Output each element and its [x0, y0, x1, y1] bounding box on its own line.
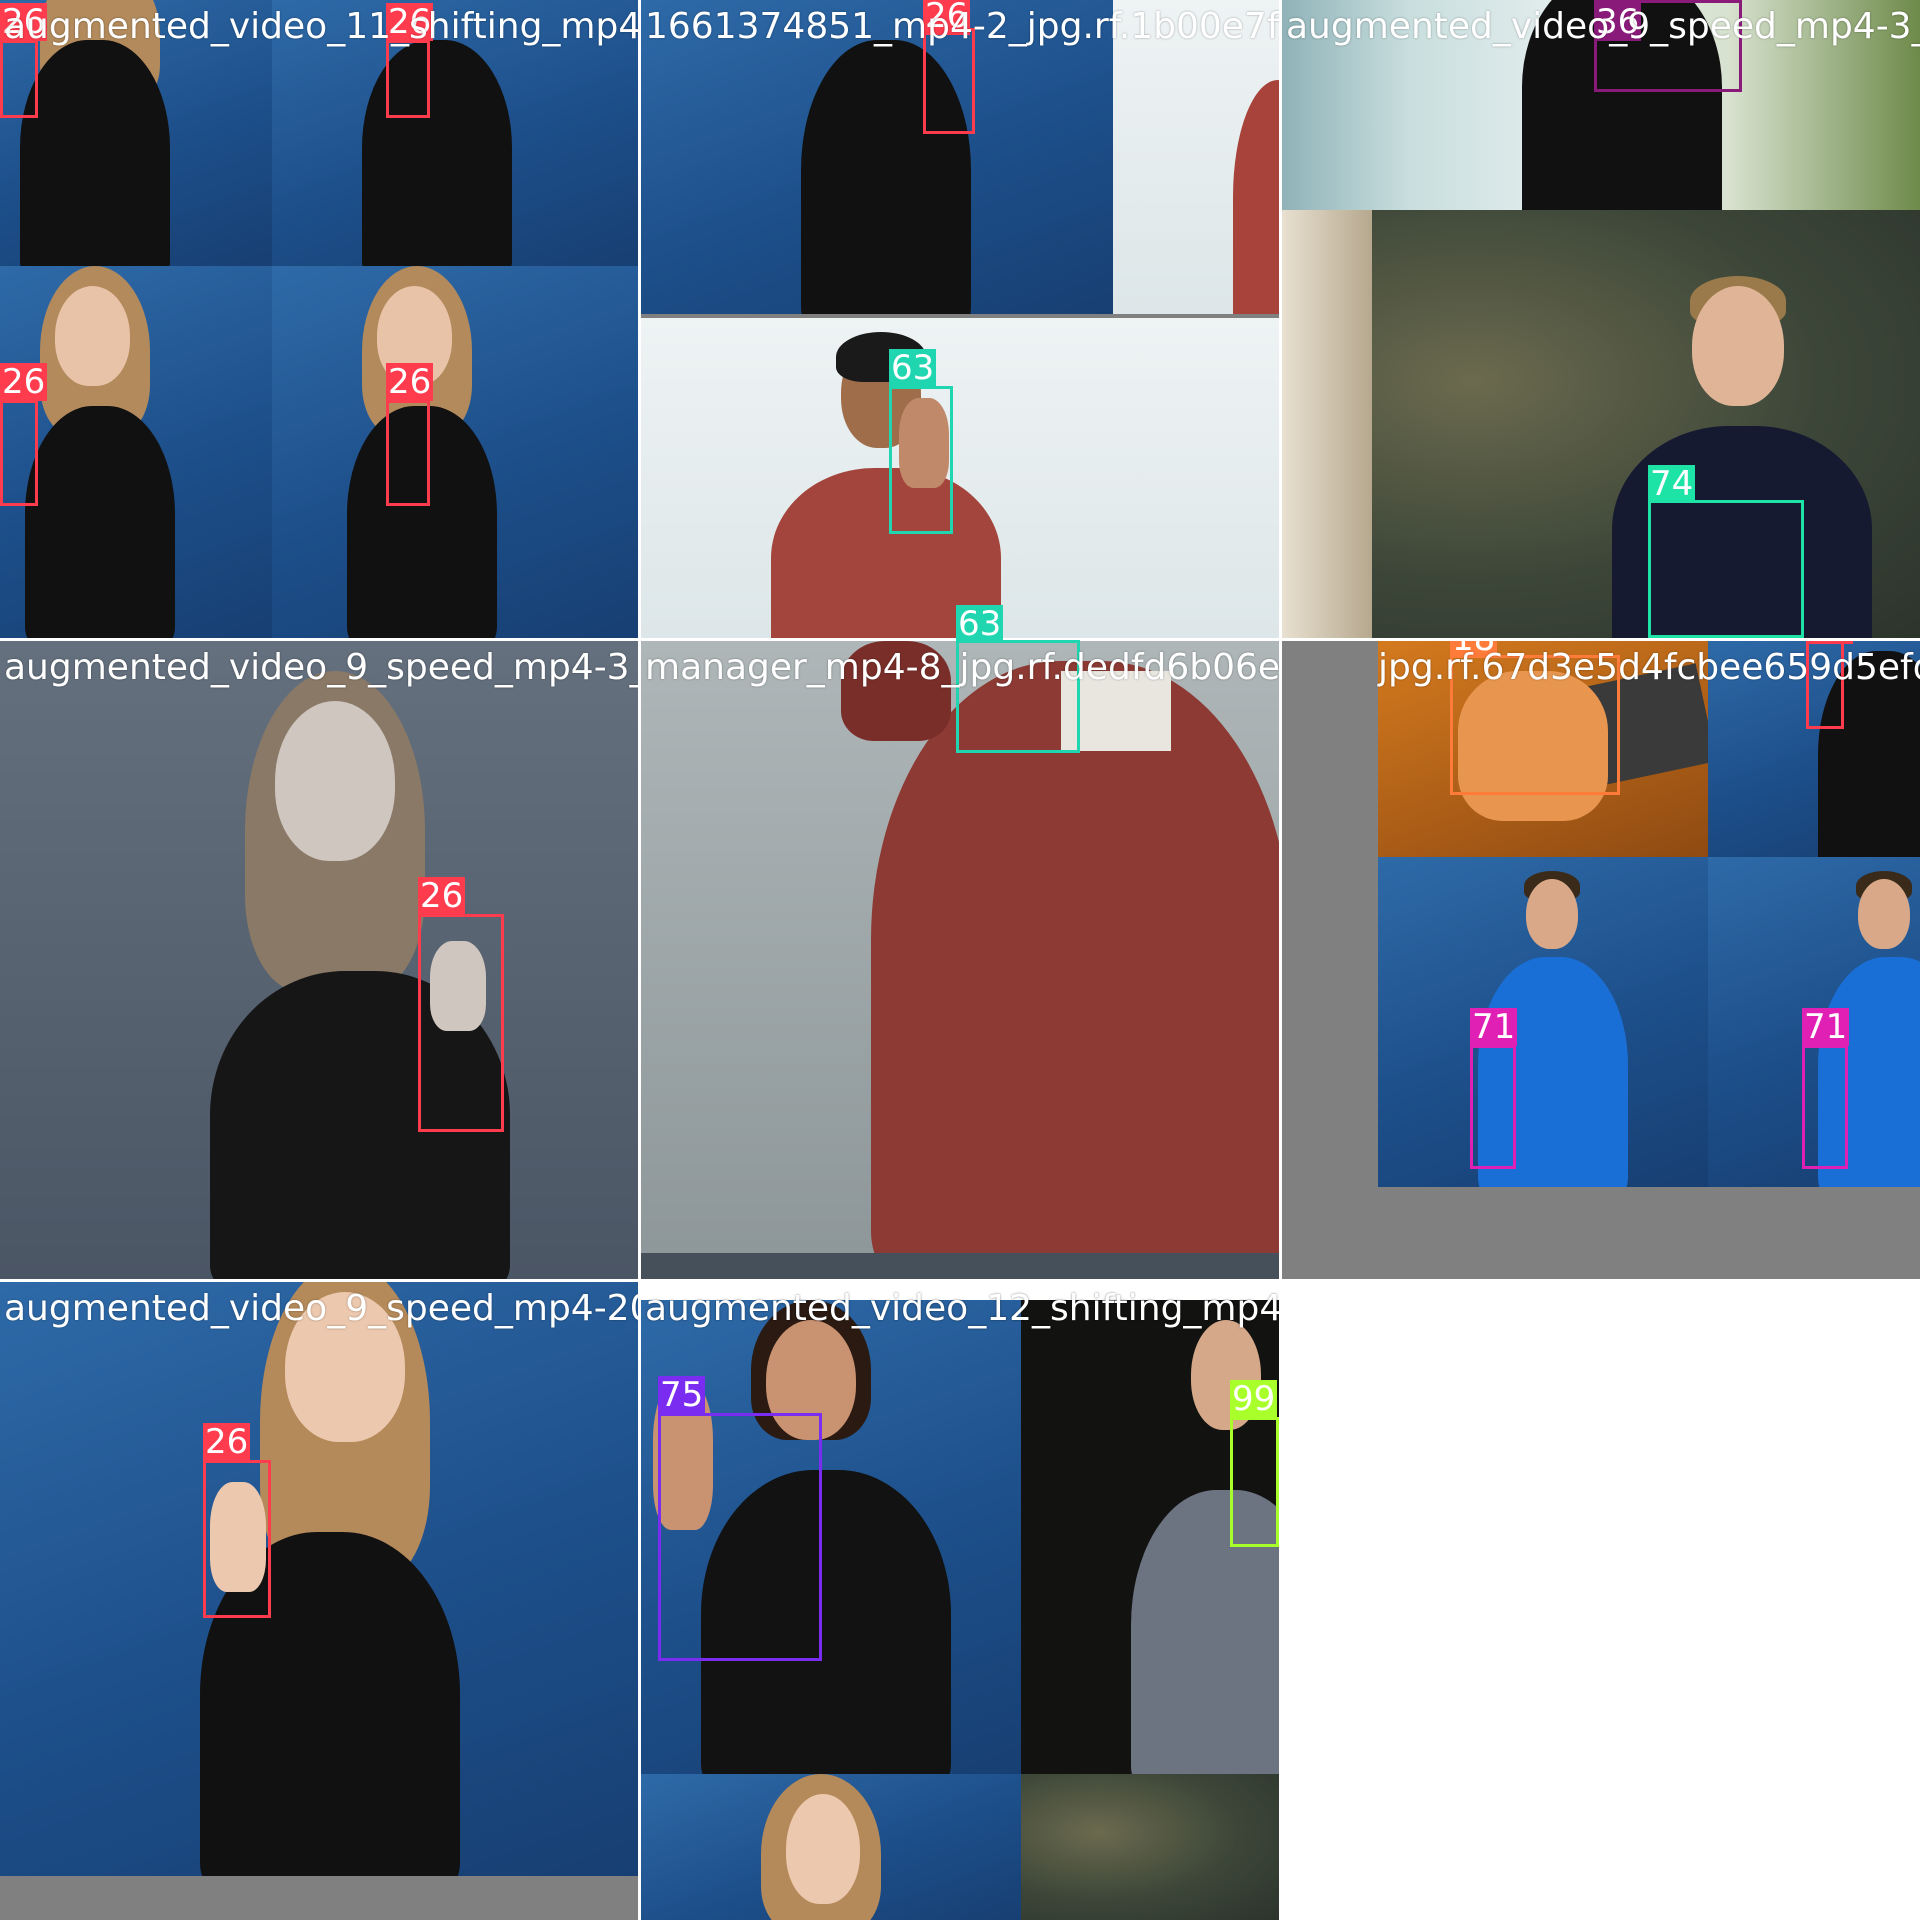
frame-bottom-left [641, 1774, 1021, 1920]
detection-label: 99 [1230, 1379, 1278, 1419]
detection-label: 18 [1450, 641, 1498, 658]
detection-label: 26 [0, 362, 48, 402]
detection-box: 99 [1230, 1380, 1279, 1547]
frame-top-left [1378, 641, 1708, 857]
detection-label: 26 [1806, 641, 1854, 644]
detection-box: 26 [0, 3, 48, 118]
detection-box: 26 [386, 363, 434, 506]
detection-label: 74 [1648, 464, 1696, 504]
detection-label: 26 [0, 2, 48, 42]
frame-bottom-right [1021, 1774, 1279, 1920]
frame-top-left [0, 0, 272, 266]
tile-filename: augmented_video_9_speed_mp4-3_ [1286, 6, 1920, 47]
detection-box: 26 [1806, 641, 1854, 729]
detection-label: 26 [386, 362, 434, 402]
mosaic-tile-6: 18 26 71 71 jpg.rf.67d3e5d4fcbee659d5efd… [1282, 641, 1920, 1279]
detection-label: 26 [923, 0, 971, 35]
frame-bottom-right [1708, 857, 1920, 1187]
detection-box: 36 [1594, 0, 1742, 92]
detection-label: 75 [658, 1375, 706, 1415]
tile-filename: 1661374851_mp4-2_jpg.rf.1b00e7ff78a3fe1- [645, 6, 1279, 47]
frame-bottom-right [272, 266, 638, 638]
mosaic-tile-1: 26 26 26 26 augmented_video_11_shifting_… [0, 0, 638, 638]
detection-label: 26 [203, 1422, 251, 1462]
detection-label: 71 [1802, 1007, 1850, 1047]
frame-top-right [1708, 641, 1920, 857]
mosaic-tile-4: 26 augmented_video_9_speed_mp4-3_jpg.rf.… [0, 641, 638, 1279]
detection-label: 63 [889, 348, 937, 388]
mosaic-tile-5: manager_mp4-8_jpg.rf.dedfd6b06ef04a251f8 [641, 641, 1279, 1279]
frame-top-right [272, 0, 638, 266]
frame-top-right [1113, 0, 1279, 314]
mosaic-tile-7: 26 augmented_video_9_speed_mp4-20_jpg.rf… [0, 1282, 638, 1920]
detection-box: 26 [923, 0, 975, 134]
tile-filename: augmented_video_12_shifting_mp4-2_jpg.rf [645, 1288, 1279, 1329]
tile-filename: augmented_video_9_speed_mp4-3_jpg.rf.877 [4, 647, 638, 688]
tile-filename: augmented_video_9_speed_mp4-20_jpg.rf.17 [4, 1288, 638, 1329]
frame-top [641, 0, 1113, 314]
detection-label: 26 [418, 876, 466, 916]
detection-box: 18 [1450, 641, 1620, 795]
frame-main [0, 1282, 638, 1876]
frame-top-right [1021, 1300, 1279, 1774]
grid-separator [1279, 0, 1282, 1282]
mosaic-tile-2: 26 63 1661374851_mp4-2_jpg.rf.1b00e7ff78… [641, 0, 1279, 638]
mosaic-tile-8: 75 99 augmented_video_12_shifting_mp4-2_… [641, 1282, 1279, 1920]
frame-top-left [641, 1300, 1021, 1774]
detection-label: 71 [1470, 1007, 1518, 1047]
detection-box: 26 [203, 1423, 271, 1618]
grid-separator [638, 0, 641, 1920]
mosaic-tile-empty [1282, 1282, 1920, 1920]
detection-box: 26 [0, 363, 48, 506]
frame-main [0, 641, 638, 1279]
detection-box: 74 [1648, 465, 1804, 638]
grid-separator [0, 1279, 1920, 1282]
frame-bottom [1282, 210, 1920, 638]
detection-label: 63 [956, 604, 1004, 644]
detection-label: 26 [386, 2, 434, 42]
frame-bottom-left [1378, 857, 1708, 1187]
frame-bottom [641, 318, 1279, 638]
detection-box: 26 [386, 3, 434, 118]
detection-box: 63 [889, 349, 953, 534]
detection-box: 63 [956, 605, 1080, 753]
detection-box: 71 [1802, 1008, 1850, 1169]
detection-box: 71 [1470, 1008, 1518, 1169]
detection-box: 26 [418, 877, 504, 1132]
frame-bottom-left [0, 266, 272, 638]
detection-box: 75 [658, 1376, 822, 1661]
mosaic-tile-3: 36 74 augmented_video_9_speed_mp4-3_ [1282, 0, 1920, 638]
tile-filename: manager_mp4-8_jpg.rf.dedfd6b06ef04a251f8 [645, 647, 1279, 688]
tile-filename: jpg.rf.67d3e5d4fcbee659d5efdc6 [1378, 647, 1920, 688]
detection-label: 36 [1594, 2, 1642, 42]
tile-filename: augmented_video_11_shifting_mp4-14_jpg.r… [4, 6, 638, 47]
